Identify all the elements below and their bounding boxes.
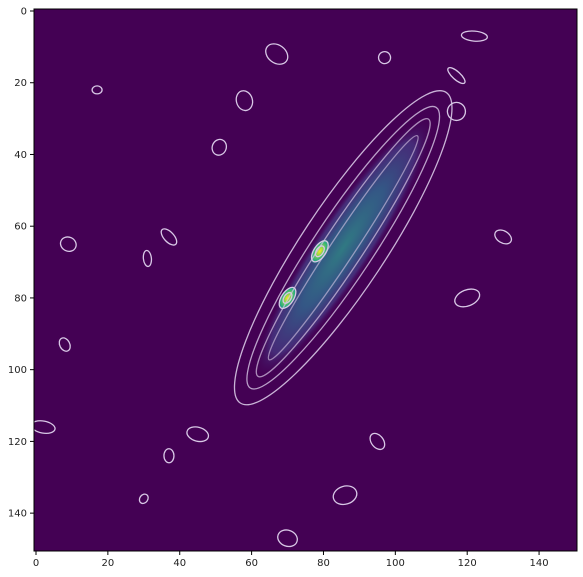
ridge-contour — [255, 117, 431, 378]
island-contour — [142, 249, 153, 268]
island-contour — [369, 432, 386, 451]
ridge-contour — [267, 134, 419, 361]
peak-contour — [278, 286, 297, 310]
x-tick-label: 0 — [33, 558, 39, 569]
island-contour — [447, 66, 466, 85]
island-contour — [160, 228, 178, 246]
island-contour — [138, 493, 149, 505]
x-tick-label: 140 — [530, 558, 549, 569]
peak-contour — [314, 245, 325, 258]
island-contour — [460, 30, 488, 42]
y-tick-label: 100 — [8, 365, 27, 376]
island-contour — [454, 288, 481, 308]
ridge-contour — [246, 105, 441, 390]
y-tick-label: 60 — [14, 222, 27, 233]
y-axis: 0 20 40 60 80 100 120 140 — [8, 7, 34, 520]
y-tick-label: 140 — [8, 509, 27, 520]
island-contour — [59, 236, 77, 252]
x-axis: 0 20 40 60 80 100 120 140 — [33, 551, 549, 569]
island-contour — [34, 420, 56, 434]
island-contour — [446, 101, 467, 122]
y-tick-label: 120 — [8, 437, 27, 448]
density-peak — [310, 239, 330, 264]
density-ridge — [253, 116, 434, 380]
x-tick-label: 40 — [173, 558, 186, 569]
island-contour — [494, 229, 513, 245]
x-tick-label: 60 — [245, 558, 258, 569]
contour-layer — [34, 30, 513, 548]
island-contour — [235, 90, 254, 112]
peak-contour — [282, 291, 293, 304]
y-tick-label: 0 — [21, 7, 27, 18]
ridge-contour — [233, 90, 453, 406]
peak-contour — [310, 240, 329, 263]
y-tick-label: 20 — [14, 78, 27, 89]
island-contour — [277, 529, 298, 548]
x-tick-label: 80 — [317, 558, 330, 569]
island-contour — [265, 43, 289, 65]
y-tick-label: 40 — [14, 150, 27, 161]
plot-frame — [33, 8, 578, 552]
island-contour — [163, 448, 175, 464]
x-tick-label: 20 — [101, 558, 114, 569]
island-contour — [186, 426, 210, 443]
x-tick-label: 120 — [458, 558, 477, 569]
island-contour — [377, 50, 392, 65]
y-tick-label: 80 — [14, 293, 27, 304]
island-contour — [58, 337, 71, 352]
island-contour — [91, 85, 103, 95]
island-contour — [211, 138, 228, 156]
x-tick-label: 100 — [386, 558, 405, 569]
island-contour — [332, 485, 358, 506]
